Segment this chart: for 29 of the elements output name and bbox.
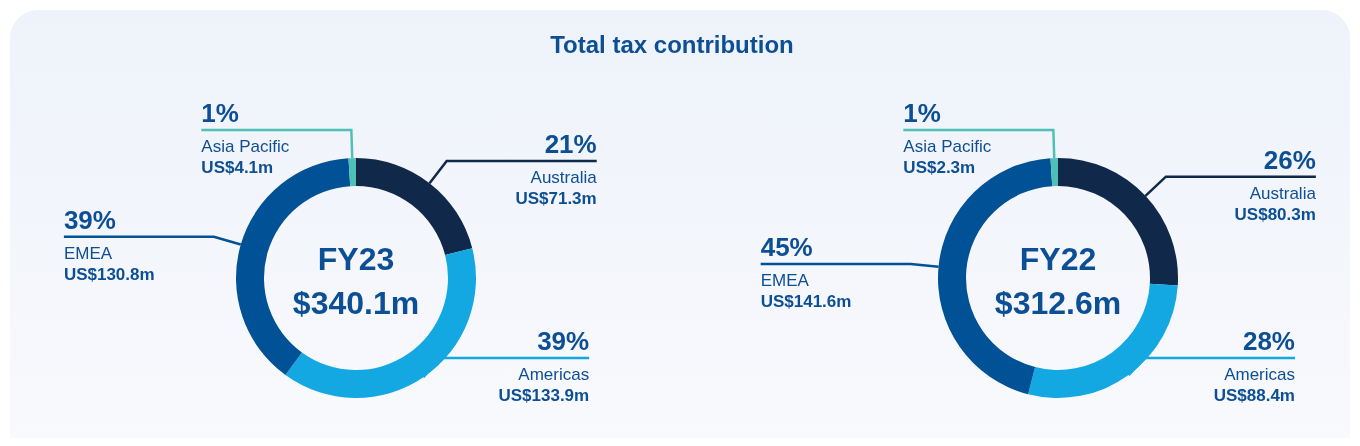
text: FY23 bbox=[317, 241, 395, 277]
slice-label: EMEA bbox=[760, 271, 810, 291]
text: US$2.3m bbox=[903, 158, 976, 178]
text: US$141.6m bbox=[760, 292, 852, 312]
data-label: 45% bbox=[760, 232, 813, 263]
data-label: 1% bbox=[201, 98, 239, 129]
text: US$4.1m bbox=[201, 158, 274, 178]
slice-label: Australia bbox=[530, 168, 598, 188]
slice-label: Australia bbox=[1249, 183, 1317, 203]
data-label: 39% bbox=[537, 326, 590, 356]
data-label: 39% bbox=[63, 204, 116, 235]
slice-label: Americas bbox=[518, 365, 590, 384]
text: US$71.3m bbox=[515, 189, 597, 209]
data-label: 21% bbox=[544, 129, 597, 160]
text: Total tax contribution bbox=[550, 31, 794, 58]
slice-label: EMEA bbox=[63, 243, 113, 263]
data-label: 28% bbox=[1242, 326, 1295, 356]
data-label: 1% bbox=[903, 98, 941, 129]
slice-label: Americas bbox=[1224, 365, 1295, 384]
text: US$80.3m bbox=[1234, 204, 1316, 224]
slice-label: Asia Pacific bbox=[201, 137, 290, 157]
text: $340.1m bbox=[292, 285, 420, 321]
text: US$88.4m bbox=[1213, 386, 1295, 405]
text: US$133.9m bbox=[498, 386, 590, 405]
text: FY22 bbox=[1019, 241, 1097, 277]
text: US$130.8m bbox=[63, 264, 155, 284]
text: $312.6m bbox=[994, 285, 1122, 321]
slice-label: Asia Pacific bbox=[903, 137, 992, 157]
data-label: 26% bbox=[1263, 144, 1316, 175]
